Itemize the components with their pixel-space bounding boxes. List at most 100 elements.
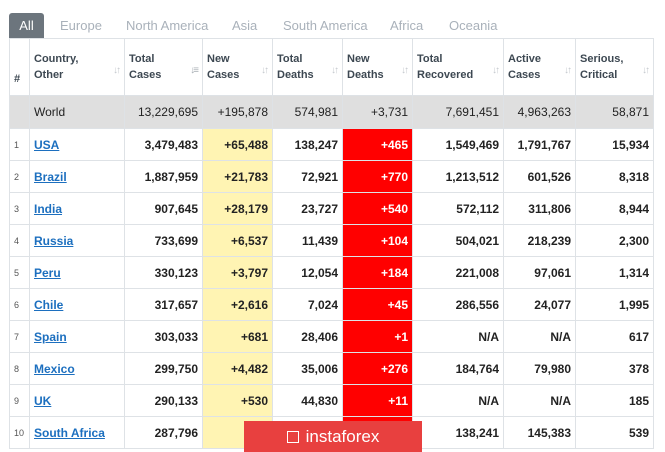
total-deaths: 11,439 [272,224,343,257]
sort-icon[interactable]: ↓↑ [331,65,339,76]
header-new-cases[interactable]: New Cases ↓↑ [202,38,273,96]
country-cell: Mexico [29,352,125,385]
country-link[interactable]: USA [34,137,60,152]
country-cell: USA [29,128,125,161]
covid-stats-table: # Country, Other ↓↑ Total Cases ↓≡ New Cases ↓… [9,38,654,449]
total-deaths: 574,981 [272,95,343,129]
total-recovered: 504,021 [412,224,504,257]
serious-critical: 15,934 [575,128,654,161]
header-total-recovered[interactable]: Total Recovered ↓↑ [412,38,504,96]
sort-icon[interactable]: ↓↑ [261,65,269,76]
header-serious-critical[interactable]: Serious, Critical ↓↑ [575,38,654,96]
total-recovered: 184,764 [412,352,504,385]
total-deaths: 7,024 [272,288,343,321]
row-num: 9 [9,384,30,417]
new-cases: +2,616 [202,288,273,321]
active-cases: 145,383 [503,416,576,449]
region-tabs: All Europe North America Asia South Amer… [0,0,665,38]
table-row: 9 UK 290,133 +530 44,830 +11 N/A N/A 185 [9,384,654,417]
tab-south-america[interactable]: South America [283,18,368,33]
header-new-deaths[interactable]: New Deaths ↓↑ [342,38,413,96]
table-row: 7 Spain 303,033 +681 28,406 +1 N/A N/A 617 [9,320,654,353]
table-row: 8 Mexico 299,750 +4,482 35,006 +276 184,764 79,… [9,352,654,385]
header-country[interactable]: Country, Other ↓↑ [29,38,125,96]
new-cases: +195,878 [202,95,273,129]
tab-north-america[interactable]: North America [126,18,209,33]
country-name: World [29,95,125,129]
country-link[interactable]: South Africa [34,425,105,440]
total-recovered: 286,556 [412,288,504,321]
active-cases: 4,963,263 [503,95,576,129]
new-cases: +65,488 [202,128,273,161]
total-deaths: 28,406 [272,320,343,353]
active-cases: N/A [503,384,576,417]
row-num: 1 [9,128,30,161]
new-cases: +3,797 [202,256,273,289]
header-num: # [9,38,30,96]
sort-icon[interactable]: ↓↑ [401,65,409,76]
sort-icon[interactable]: ↓↑ [113,65,121,76]
total-recovered: 7,691,451 [412,95,504,129]
country-link[interactable]: Brazil [34,169,67,184]
total-cases: 330,123 [124,256,203,289]
country-link[interactable]: UK [34,393,52,408]
new-deaths: +770 [342,160,413,193]
country-cell: India [29,192,125,225]
tab-all[interactable]: All [9,13,44,38]
total-cases: 907,645 [124,192,203,225]
serious-critical: 378 [575,352,654,385]
country-link[interactable]: Mexico [34,361,75,376]
sort-desc-icon[interactable]: ↓≡ [190,65,199,76]
tab-oceania[interactable]: Oceania [449,18,498,33]
country-link[interactable]: Russia [34,233,74,248]
total-cases: 303,033 [124,320,203,353]
header-total-deaths[interactable]: Total Deaths ↓↑ [272,38,343,96]
total-recovered: 1,549,469 [412,128,504,161]
total-cases: 317,657 [124,288,203,321]
table-row: 2 Brazil 1,887,959 +21,783 72,921 +770 1,213,5… [9,160,654,193]
sort-icon[interactable]: ↓↑ [492,65,500,76]
tab-africa[interactable]: Africa [390,18,424,33]
country-link[interactable]: India [34,201,63,216]
tab-europe[interactable]: Europe [60,18,102,33]
table-row: 5 Peru 330,123 +3,797 12,054 +184 221,008 97,06… [9,256,654,289]
total-deaths: 23,727 [272,192,343,225]
watermark-text: instaforex [305,426,380,446]
active-cases: N/A [503,320,576,353]
total-cases: 13,229,695 [124,95,203,129]
sort-icon[interactable]: ↓↑ [642,65,650,76]
total-deaths: 12,054 [272,256,343,289]
total-recovered: N/A [412,384,504,417]
sort-icon[interactable]: ↓↑ [564,65,572,76]
header-active-cases[interactable]: Active Cases ↓↑ [503,38,576,96]
row-num: 7 [9,320,30,353]
row-num [9,95,30,129]
total-recovered: 572,112 [412,192,504,225]
serious-critical: 185 [575,384,654,417]
active-cases: 1,791,767 [503,128,576,161]
table-row: 1 USA 3,479,483 +65,488 138,247 +465 1,549,469… [9,128,654,161]
logo-square-icon [286,430,299,443]
new-deaths: +465 [342,128,413,161]
serious-critical: 539 [575,416,654,449]
total-cases: 3,479,483 [124,128,203,161]
country-link[interactable]: Chile [34,297,64,312]
header-total-cases[interactable]: Total Cases ↓≡ [124,38,203,96]
row-num: 4 [9,224,30,257]
total-cases: 287,796 [124,416,203,449]
table-header-row: # Country, Other ↓↑ Total Cases ↓≡ New Cases ↓… [9,38,654,96]
country-cell: Peru [29,256,125,289]
serious-critical: 2,300 [575,224,654,257]
new-deaths: +276 [342,352,413,385]
row-num: 6 [9,288,30,321]
table-row: 3 India 907,645 +28,179 23,727 +540 572,112 311… [9,192,654,225]
country-cell: UK [29,384,125,417]
country-cell: South Africa [29,416,125,449]
country-link[interactable]: Spain [34,329,67,344]
total-recovered: N/A [412,320,504,353]
new-cases: +6,537 [202,224,273,257]
row-num: 5 [9,256,30,289]
country-link[interactable]: Peru [34,265,61,280]
new-deaths: +184 [342,256,413,289]
tab-asia[interactable]: Asia [232,18,258,33]
